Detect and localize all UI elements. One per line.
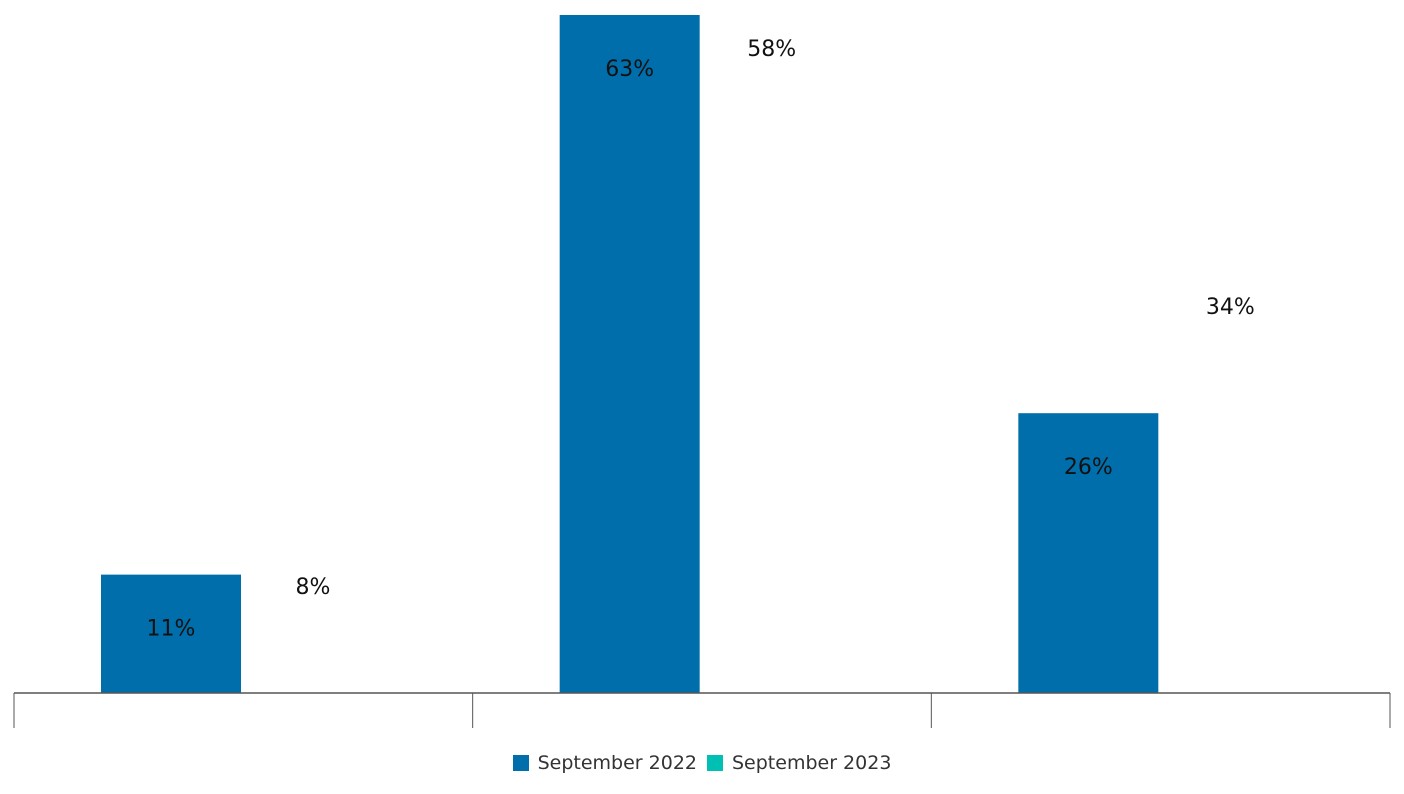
data-label-series-1-category-1: 11% — [147, 617, 196, 642]
data-label-series-2-category-3: 34% — [1206, 295, 1255, 320]
bar-series-1-category-2[interactable] — [559, 15, 700, 693]
x-axis-ticks — [13, 693, 1391, 728]
legend-swatch-series-2 — [707, 755, 723, 771]
data-labels-layer: 11% 63% 26% 8% 58% 34% — [147, 37, 1255, 642]
bar-series-2-category-2[interactable] — [702, 69, 842, 693]
bar-series-2-category-3[interactable] — [1160, 327, 1300, 693]
legend-item-series-2[interactable]: September 2023 — [707, 752, 891, 774]
bar-series-2-category-1[interactable] — [243, 607, 383, 693]
data-label-series-1-category-3: 26% — [1064, 455, 1113, 480]
data-label-series-1-category-2: 63% — [605, 57, 654, 82]
legend-item-series-1[interactable]: September 2022 — [512, 752, 697, 774]
legend: September 2022 September 2023 — [0, 752, 1404, 774]
legend-label-series-1: September 2022 — [537, 752, 697, 774]
bar-series-1-category-1[interactable] — [101, 574, 241, 693]
legend-swatch-series-1 — [512, 755, 529, 771]
data-label-series-2-category-2: 58% — [747, 37, 796, 62]
legend-label-series-2: September 2023 — [732, 752, 892, 774]
bars-layer — [101, 15, 1300, 693]
data-label-series-2-category-1: 8% — [296, 575, 331, 600]
bar-series-1-category-3[interactable] — [1018, 413, 1159, 693]
